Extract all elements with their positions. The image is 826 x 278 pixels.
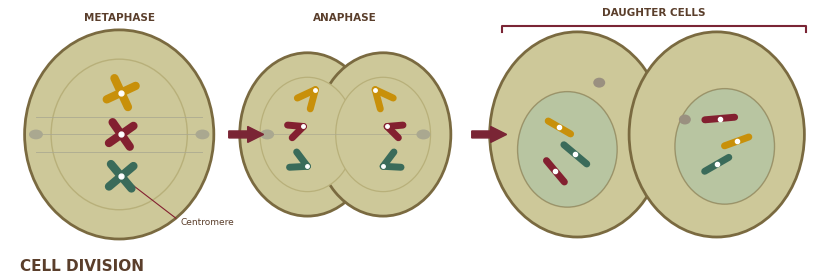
Text: CELL DIVISION: CELL DIVISION xyxy=(20,259,144,274)
Ellipse shape xyxy=(490,32,665,237)
Ellipse shape xyxy=(260,77,355,192)
Ellipse shape xyxy=(240,53,375,216)
Ellipse shape xyxy=(679,115,691,125)
Ellipse shape xyxy=(316,53,451,216)
FancyArrow shape xyxy=(229,126,263,142)
FancyArrow shape xyxy=(472,126,506,142)
Ellipse shape xyxy=(675,89,775,204)
Ellipse shape xyxy=(25,30,214,239)
Text: DAUGHTER CELLS: DAUGHTER CELLS xyxy=(602,8,705,18)
Ellipse shape xyxy=(518,92,617,207)
Text: ANAPHASE: ANAPHASE xyxy=(313,13,377,23)
Ellipse shape xyxy=(629,32,805,237)
Ellipse shape xyxy=(260,130,274,140)
Ellipse shape xyxy=(51,59,188,210)
Ellipse shape xyxy=(196,130,210,139)
Ellipse shape xyxy=(335,77,430,192)
Ellipse shape xyxy=(29,130,43,139)
Ellipse shape xyxy=(416,130,430,140)
Ellipse shape xyxy=(593,78,605,88)
Text: METAPHASE: METAPHASE xyxy=(83,13,154,23)
Text: Centromere: Centromere xyxy=(123,178,235,227)
